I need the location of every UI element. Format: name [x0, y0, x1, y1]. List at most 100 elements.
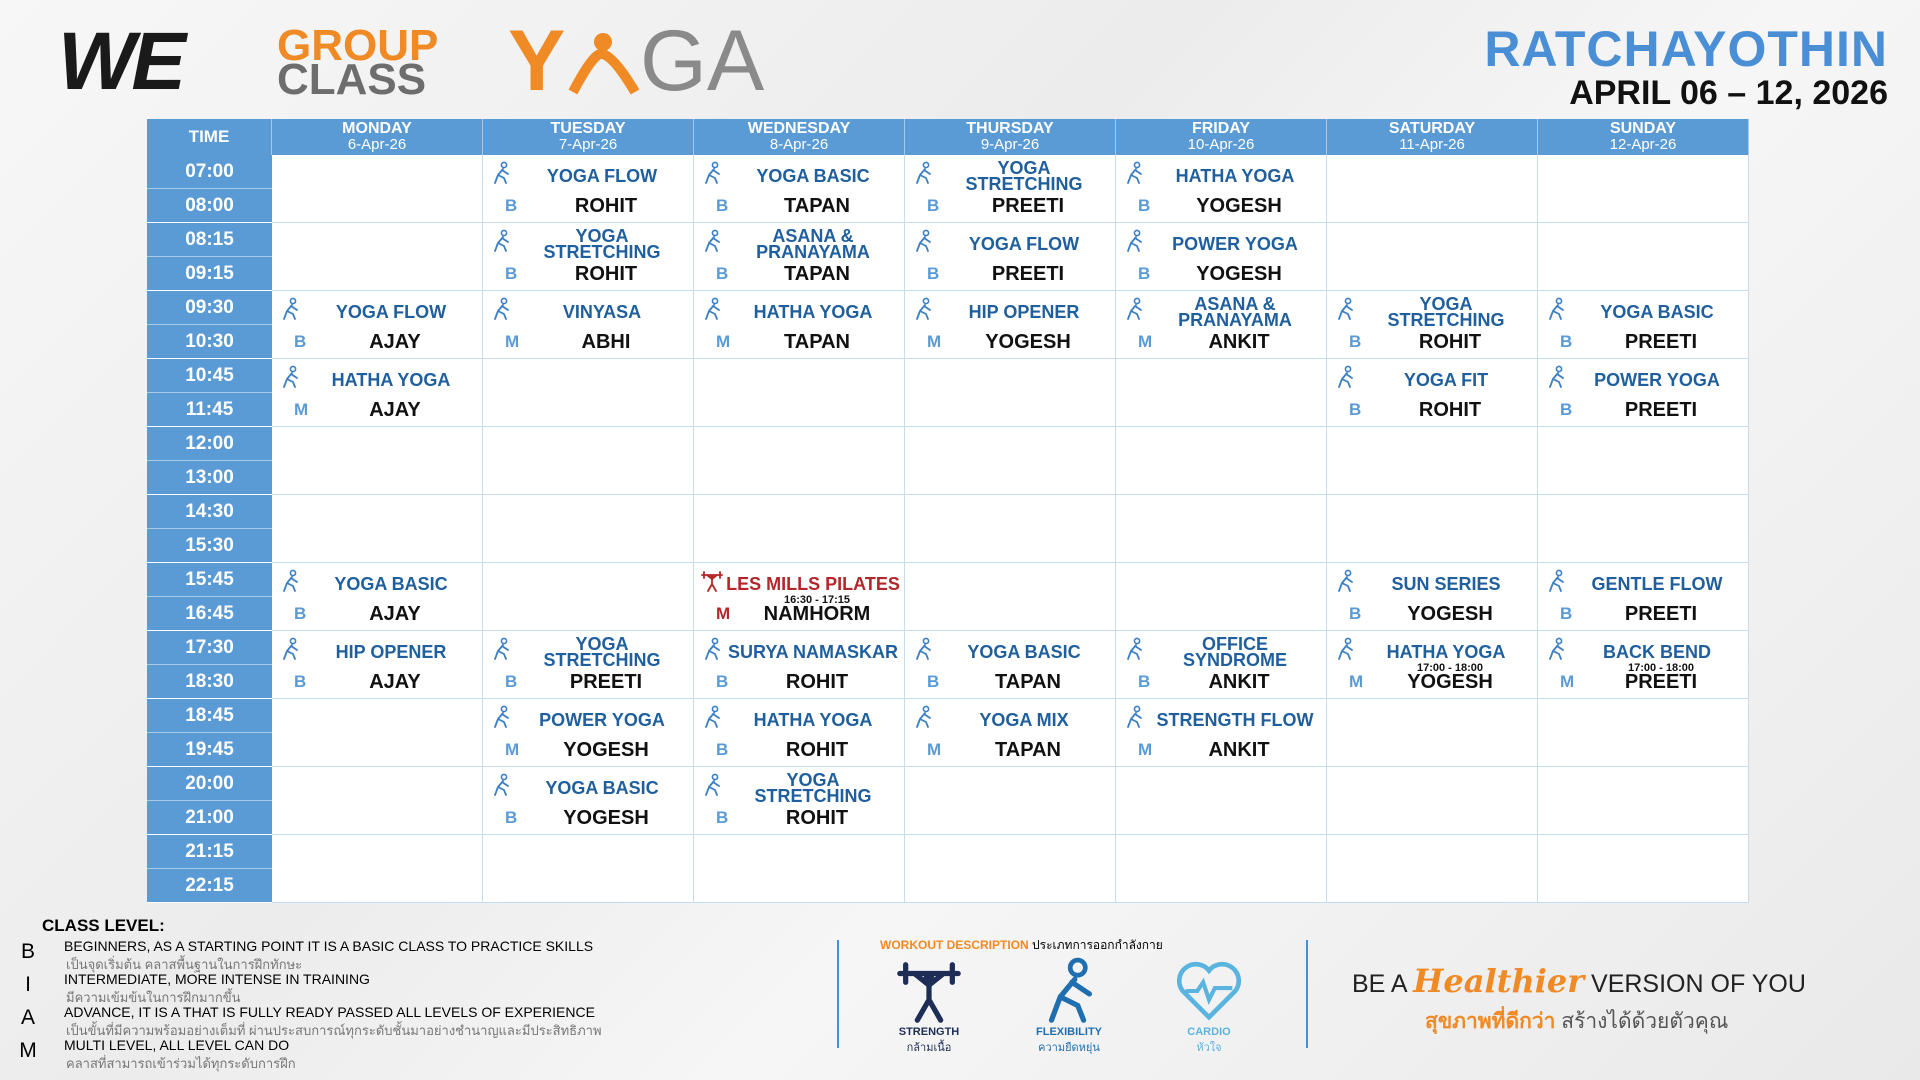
time-cell: 14:30 15:30	[147, 495, 272, 563]
class-cell: BACK BEND M 17:00 - 18:00 PREETI	[1538, 631, 1749, 699]
day-name: WEDNESDAY	[747, 120, 851, 137]
class-cell: YOGA STRETCHING B ROHIT	[483, 223, 694, 291]
level-text: ADVANCE, IT IS A THAT IS FULLY READY PAS…	[64, 1004, 595, 1020]
class-level: B	[294, 604, 307, 623]
class-cell: YOGA FLOW B AJAY	[272, 291, 483, 359]
class-cell	[905, 359, 1116, 427]
class-cell	[1327, 223, 1538, 291]
class-cell	[1327, 835, 1538, 903]
class-level: M	[1138, 332, 1153, 351]
end-time: 15:30	[185, 534, 234, 556]
class-name: GENTLE FLOW	[1591, 574, 1723, 594]
time-cell: 08:15 09:15	[147, 223, 272, 291]
class-icon	[700, 229, 724, 253]
legend: B BEGINNERS, AS A STARTING POINT IT IS A …	[18, 938, 818, 1071]
class-icon	[1122, 637, 1146, 661]
start-time: 17:30	[147, 631, 272, 665]
class-cell	[694, 427, 905, 495]
class-name: YOGA FIT	[1403, 370, 1489, 390]
class-icon	[489, 161, 513, 185]
class-level: M	[505, 740, 520, 759]
class-cell: YOGA FLOW B PREETI	[905, 223, 1116, 291]
class-level: B	[716, 196, 729, 215]
class-name: SUN SERIES	[1391, 574, 1501, 594]
level-text: BEGINNERS, AS A STARTING POINT IT IS A B…	[64, 938, 594, 954]
class-name: HATHA YOGA	[1175, 166, 1295, 186]
slogan: BE A Healthier VERSION OF YOU	[1352, 962, 1806, 1000]
class-cell	[1116, 359, 1327, 427]
class-level: B	[716, 264, 729, 283]
workout-item: FLEXIBILITY ความยืดหยุ่น	[1010, 956, 1128, 1056]
class-cell	[272, 835, 483, 903]
class-cell	[1116, 835, 1327, 903]
workout-item: CARDIO หัวใจ	[1150, 956, 1268, 1056]
class-cell: ASANA & PRANAYAMA B TAPAN	[694, 223, 905, 291]
class-name: YOGA STRETCHING	[543, 634, 661, 670]
start-time: 15:45	[147, 563, 272, 597]
class-icon	[700, 569, 724, 593]
brand: WE	[58, 16, 186, 107]
class-name: STRENGTH FLOW	[1156, 710, 1314, 730]
class-cell: HATHA YOGA M TAPAN	[694, 291, 905, 359]
class-cell	[905, 427, 1116, 495]
end-time: 21:00	[185, 806, 234, 828]
class-name: OFFICE SYNDROME	[1182, 634, 1287, 670]
class-level: B	[1560, 332, 1573, 351]
class-cell: YOGA FIT B ROHIT	[1327, 359, 1538, 427]
class-icon	[1333, 365, 1357, 389]
class-cell	[905, 835, 1116, 903]
instructor: ROHIT	[574, 263, 638, 285]
end-time: 16:45	[185, 602, 234, 624]
workout-icon	[1174, 956, 1244, 1026]
class-icon	[911, 705, 935, 729]
instructor: PREETI	[1624, 331, 1698, 353]
class-cell: YOGA MIX M TAPAN	[905, 699, 1116, 767]
instructor: ROHIT	[1418, 399, 1482, 421]
level-row: A ADVANCE, IT IS A THAT IS FULLY READY PA…	[18, 1004, 818, 1038]
class-cell: YOGA BASIC B TAPAN	[694, 155, 905, 223]
class-icon	[489, 297, 513, 321]
day-date: 10-Apr-26	[1187, 136, 1255, 153]
class-icon	[700, 637, 724, 661]
class-cell: OFFICE SYNDROME B ANKIT	[1116, 631, 1327, 699]
class-name: HATHA YOGA	[1386, 642, 1506, 662]
class-level: M	[716, 332, 731, 351]
date-range: APRIL 06 – 12, 2026	[1569, 74, 1888, 112]
day-date: 12-Apr-26	[1609, 136, 1677, 153]
class-name: YOGA BASIC	[1600, 302, 1714, 322]
class-name: YOGA MIX	[979, 710, 1069, 730]
time-cell: 20:00 21:00	[147, 767, 272, 835]
workout-icon	[1034, 956, 1104, 1026]
class-level: M	[1560, 672, 1575, 691]
class-icon	[1333, 637, 1357, 661]
time-header: TIME	[147, 119, 272, 155]
instructor: YOGESH	[985, 331, 1071, 353]
start-time: 21:15	[147, 835, 272, 869]
instructor: ANKIT	[1208, 331, 1270, 353]
slogan-thai: สุขภาพที่ดีกว่า สร้างได้ด้วยตัวคุณ	[1425, 1005, 1728, 1038]
start-time: 14:30	[147, 495, 272, 529]
class-cell	[905, 563, 1116, 631]
class-cell: YOGA STRETCHING B ROHIT	[694, 767, 905, 835]
class-name: SURYA NAMASKAR	[727, 642, 898, 662]
class-cell: HIP OPENER M YOGESH	[905, 291, 1116, 359]
day-date: 11-Apr-26	[1399, 136, 1465, 153]
level-letter: M	[19, 1039, 37, 1062]
class-cell	[1116, 427, 1327, 495]
class-name: HATHA YOGA	[331, 370, 451, 390]
level-thai: มีความเข้มข้นในการฝึกมากขึ้น	[66, 990, 241, 1005]
class-icon	[489, 773, 513, 797]
class-cell: POWER YOGA B YOGESH	[1116, 223, 1327, 291]
class-cell	[483, 563, 694, 631]
class-icon	[1122, 705, 1146, 729]
class-name: HATHA YOGA	[753, 302, 873, 322]
day-header: FRIDAY 10-Apr-26	[1116, 119, 1327, 155]
end-time: 10:30	[185, 330, 234, 352]
class-name: YOGA STRETCHING	[1387, 294, 1505, 330]
class-name: HATHA YOGA	[753, 710, 873, 730]
class-icon	[1122, 229, 1146, 253]
instructor: ANKIT	[1208, 739, 1270, 761]
class-cell	[694, 495, 905, 563]
end-time: 11:45	[185, 398, 234, 420]
class-cell: LES MILLS PILATES M 16:30 - 17:15 NAMHORM	[694, 563, 905, 631]
